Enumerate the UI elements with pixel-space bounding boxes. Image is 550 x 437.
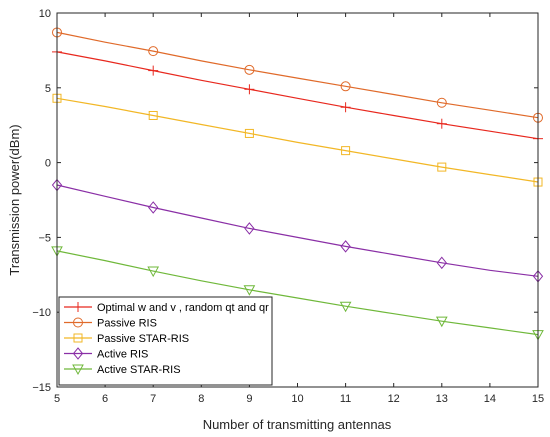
- legend-label: Optimal w and v , random qt and qr: [97, 302, 269, 314]
- data-point-marker: [244, 222, 255, 235]
- legend-entry: Optimal w and v , random qt and qr: [64, 302, 269, 314]
- data-point-marker: [436, 97, 447, 108]
- data-point-marker: [244, 64, 255, 75]
- series-5: [51, 246, 544, 341]
- data-point-marker: [339, 301, 352, 313]
- legend-label: Passive RIS: [97, 318, 157, 330]
- data-point-marker: [72, 347, 84, 360]
- legend: Optimal w and v , random qt and qr Passiv…: [58, 296, 273, 386]
- y-tick-label: 0: [45, 158, 51, 170]
- series-line: [56, 97, 539, 183]
- data-point-marker: [147, 266, 160, 278]
- legend-label: Passive STAR-RIS: [97, 333, 189, 345]
- legend-entry: Passive RIS: [64, 317, 157, 330]
- data-point-marker: [244, 128, 254, 138]
- data-point-marker: [340, 240, 351, 253]
- x-tick-label: 8: [198, 393, 204, 405]
- series-line: [56, 184, 539, 277]
- data-point-marker: [148, 110, 158, 120]
- data-point-marker: [72, 364, 84, 376]
- legend-label: Active RIS: [97, 349, 148, 361]
- y-tick-label: −10: [32, 307, 51, 319]
- series-4: [51, 178, 544, 283]
- data-point-marker: [436, 256, 447, 270]
- data-point-marker: [73, 302, 83, 312]
- data-point-marker: [73, 333, 83, 343]
- x-tick-label: 15: [532, 393, 544, 405]
- data-point-marker: [341, 146, 351, 156]
- legend-entry: Active STAR-RIS: [64, 364, 181, 376]
- x-tick-label: 12: [388, 393, 400, 405]
- data-point-marker: [148, 65, 159, 76]
- series-line: [56, 250, 539, 336]
- ticks-layer: 5 6 7 8 9 10 11 12 13 14 15 −15 −10 −5 0 5 10: [32, 8, 544, 405]
- x-tick-label: 11: [340, 393, 351, 405]
- legend-box: [58, 296, 273, 386]
- data-point-marker: [437, 162, 447, 172]
- data-point-marker: [244, 84, 255, 95]
- x-tick-label: 13: [436, 393, 448, 405]
- x-axis-title: Number of transmitting antennas: [203, 417, 392, 432]
- x-tick-label: 7: [150, 393, 156, 405]
- y-axis-title: Transmission power(dBm): [7, 124, 22, 275]
- x-tick-label: 14: [484, 393, 496, 405]
- data-point-marker: [148, 201, 159, 214]
- data-point-marker: [435, 316, 448, 328]
- legend-entry: Active RIS: [64, 347, 148, 361]
- series-line: [56, 31, 539, 119]
- y-tick-label: 10: [39, 8, 51, 20]
- data-point-marker: [340, 102, 351, 113]
- y-tick-label: −5: [38, 232, 51, 244]
- data-point-marker: [148, 46, 159, 57]
- legend-label: Active STAR-RIS: [97, 364, 181, 376]
- x-tick-label: 5: [54, 393, 60, 405]
- data-point-marker: [340, 81, 351, 92]
- x-tick-label: 6: [102, 393, 108, 405]
- y-tick-label: 5: [45, 83, 51, 95]
- x-tick-label: 9: [246, 393, 252, 405]
- series-layer: [51, 27, 544, 341]
- data-point-marker: [73, 317, 83, 328]
- x-tick-label: 10: [291, 393, 303, 405]
- data-point-marker: [436, 118, 447, 129]
- data-point-marker: [243, 285, 256, 296]
- series-line: [56, 51, 539, 140]
- y-tick-label: −15: [32, 382, 51, 394]
- legend-entry: Passive STAR-RIS: [64, 333, 189, 345]
